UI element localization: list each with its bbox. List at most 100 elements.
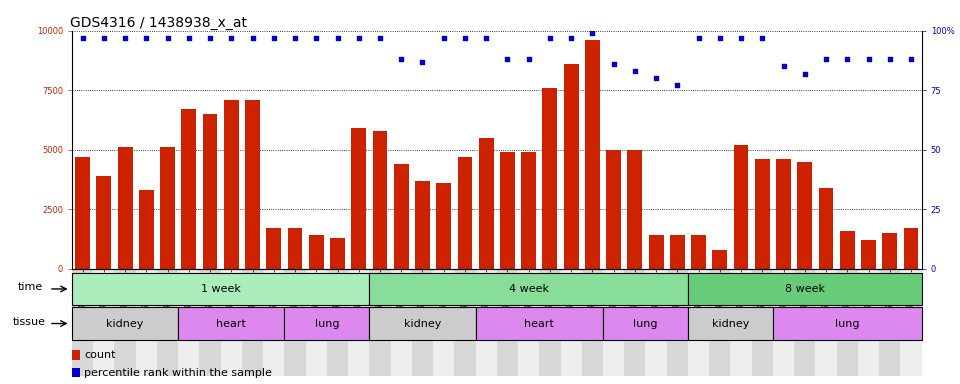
Bar (93, 269, 114, 376)
Bar (879, 269, 900, 376)
Bar (518, 269, 540, 376)
Bar (819, 188, 833, 269)
Point (245, 35, 260, 41)
Bar (160, 147, 175, 269)
Bar (840, 231, 854, 269)
Point (415, 59, 430, 65)
Bar (181, 109, 196, 269)
Point (840, 56, 855, 62)
Bar (454, 269, 475, 376)
Text: percentile rank within the sample: percentile rank within the sample (84, 367, 272, 377)
Point (224, 35, 239, 41)
Bar (75, 157, 90, 269)
Bar (752, 269, 773, 376)
Bar (436, 183, 451, 269)
Bar (330, 238, 345, 269)
Point (266, 35, 281, 41)
Point (733, 35, 749, 41)
Point (308, 35, 324, 41)
Bar (688, 269, 709, 376)
Bar (521, 152, 536, 269)
Bar (370, 269, 391, 376)
Point (818, 56, 833, 62)
Point (670, 83, 685, 89)
Text: GDS4316 / 1438938_x_at: GDS4316 / 1438938_x_at (70, 16, 248, 30)
Bar (582, 269, 603, 376)
Bar (391, 269, 412, 376)
Bar (603, 307, 688, 340)
Bar (798, 162, 812, 269)
Bar (815, 269, 836, 376)
Bar (458, 157, 472, 269)
Bar (882, 233, 898, 269)
Text: kidney: kidney (711, 318, 749, 329)
Bar (649, 235, 663, 269)
Bar (773, 269, 794, 376)
Bar (221, 269, 242, 376)
Bar (836, 269, 858, 376)
Point (160, 35, 176, 41)
Bar (72, 273, 370, 305)
Bar (245, 100, 260, 269)
Bar (475, 307, 603, 340)
Bar (394, 164, 409, 269)
Text: heart: heart (524, 318, 554, 329)
Point (372, 35, 388, 41)
Text: kidney: kidney (404, 318, 442, 329)
Point (712, 35, 728, 41)
Text: kidney: kidney (107, 318, 144, 329)
Bar (326, 269, 348, 376)
Text: 1 week: 1 week (201, 284, 241, 294)
Bar (709, 269, 731, 376)
Point (203, 35, 218, 41)
Bar (72, 307, 179, 340)
Bar (731, 269, 752, 376)
Point (478, 35, 493, 41)
Bar (348, 269, 370, 376)
Bar (284, 307, 370, 340)
Bar (776, 159, 791, 269)
Bar (603, 269, 624, 376)
Point (96, 35, 111, 41)
Point (117, 35, 132, 41)
Bar (305, 269, 326, 376)
Bar (628, 150, 642, 269)
Bar (733, 145, 749, 269)
Bar (794, 269, 815, 376)
Text: time: time (18, 282, 43, 292)
Point (903, 56, 919, 62)
Bar (118, 147, 132, 269)
Bar (500, 152, 515, 269)
Bar (200, 269, 221, 376)
Bar (179, 269, 200, 376)
Point (882, 56, 898, 62)
Bar (72, 269, 93, 376)
Bar (479, 138, 493, 269)
Bar (606, 150, 621, 269)
Bar (903, 228, 919, 269)
Bar (585, 40, 600, 269)
Point (351, 35, 367, 41)
Bar (224, 100, 239, 269)
Bar (900, 269, 922, 376)
Point (436, 35, 451, 41)
Bar (179, 307, 284, 340)
Bar (540, 269, 561, 376)
Bar (370, 273, 688, 305)
Point (330, 35, 346, 41)
Bar (372, 131, 388, 269)
Point (75, 35, 90, 41)
Bar (309, 235, 324, 269)
Bar (755, 159, 770, 269)
Bar (263, 269, 284, 376)
Bar (666, 269, 688, 376)
Text: 4 week: 4 week (509, 284, 549, 294)
Text: tissue: tissue (12, 317, 46, 327)
Bar (72, 368, 80, 377)
Point (457, 35, 472, 41)
Point (861, 56, 876, 62)
Bar (624, 269, 645, 376)
Bar (284, 269, 305, 376)
Bar (114, 269, 135, 376)
Bar (670, 235, 684, 269)
